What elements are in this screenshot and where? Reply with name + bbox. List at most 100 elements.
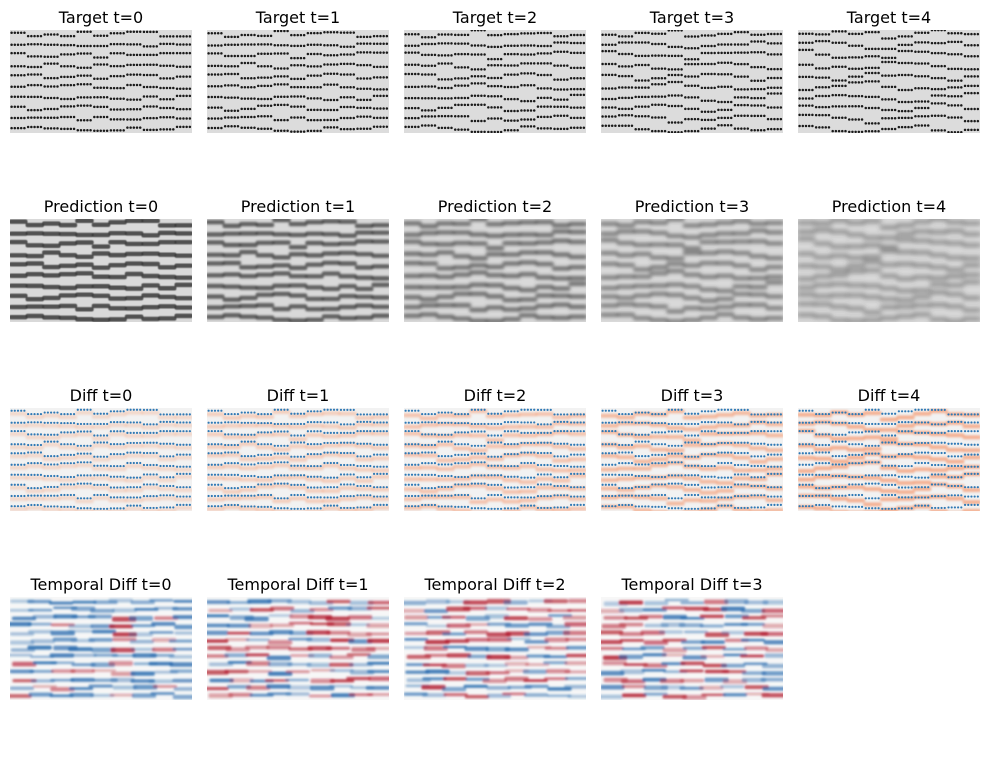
diff-dot <box>447 421 450 424</box>
diff-band <box>157 486 177 491</box>
particle-dot <box>773 76 776 80</box>
particle-dot <box>556 105 559 109</box>
particle-dot <box>53 62 56 65</box>
particle-dot <box>937 76 940 80</box>
diff-dot <box>352 431 355 434</box>
diff-dot <box>122 410 125 413</box>
particle-dot <box>476 30 480 32</box>
particle-dot <box>804 41 808 44</box>
prediction-band <box>879 273 899 279</box>
particle-dot <box>309 31 313 35</box>
particle-dot <box>10 43 13 46</box>
diff-dot <box>339 506 343 510</box>
prediction-band <box>124 295 144 301</box>
diff-band <box>419 453 439 458</box>
prediction-band <box>239 242 258 248</box>
particle-dot <box>562 35 566 38</box>
particle-dot <box>976 75 980 78</box>
particle-dot <box>746 127 750 130</box>
particle-dot <box>250 77 253 80</box>
particle-dot <box>890 85 894 89</box>
diff-dot <box>303 507 306 510</box>
diff-band <box>568 496 586 501</box>
particle-dot <box>627 41 630 44</box>
prediction-band <box>846 263 866 268</box>
diff-dot <box>135 408 139 411</box>
diff-dot <box>33 433 36 436</box>
particle-dot <box>53 116 56 119</box>
diff-dot <box>56 474 59 478</box>
particle-dot <box>273 129 277 133</box>
prediction-band <box>222 297 242 302</box>
diff-dot <box>20 463 23 466</box>
diff-dot <box>56 463 59 466</box>
diff-dot <box>500 441 503 444</box>
particle-dot <box>950 67 953 71</box>
prediction-band <box>601 303 619 308</box>
diff-dot <box>352 473 355 476</box>
diff-dot <box>273 482 276 485</box>
prediction-band <box>338 241 357 246</box>
particle-dot <box>447 114 450 118</box>
diff-dot <box>460 413 463 416</box>
prediction-band <box>354 223 374 229</box>
particle-dot <box>424 42 427 46</box>
diff-dot <box>410 421 414 424</box>
particle-dot <box>46 62 50 65</box>
diff-dot <box>46 505 49 508</box>
prediction-band <box>75 240 94 245</box>
diff-dot <box>165 442 169 445</box>
diff-dot <box>116 475 119 478</box>
prediction-band <box>124 306 144 311</box>
diff-dot <box>257 413 260 416</box>
diff-band <box>371 496 389 501</box>
diff-dot <box>433 412 437 416</box>
particle-dot <box>379 76 382 79</box>
particle-dot <box>319 118 322 122</box>
particle-dot <box>667 80 671 84</box>
particle-dot <box>349 116 352 120</box>
diff-dot <box>30 451 33 454</box>
particle-dot <box>943 51 947 55</box>
particle-dot <box>604 87 608 90</box>
diff-dot <box>10 452 13 455</box>
diff-dot <box>236 451 240 454</box>
diff-dot <box>230 503 233 507</box>
particle-dot <box>923 100 927 103</box>
diff-band <box>174 474 192 479</box>
particle-dot <box>582 116 586 120</box>
particle-dot <box>582 126 586 129</box>
particle-dot <box>893 108 897 112</box>
diff-dot <box>89 444 92 447</box>
particle-dot <box>236 116 240 119</box>
particle-dot <box>236 72 240 76</box>
diff-dot <box>276 430 280 433</box>
particle-dot <box>841 56 844 60</box>
particle-dot <box>640 95 644 99</box>
particle-dot <box>814 126 818 129</box>
particle-dot <box>824 53 827 56</box>
particle-dot <box>293 85 296 89</box>
particle-dot <box>165 35 169 38</box>
particle-dot <box>260 114 263 118</box>
diff-band <box>272 455 291 460</box>
particle-dot <box>874 129 877 133</box>
diff-dot <box>185 443 188 446</box>
particle-dot <box>273 44 277 47</box>
diff-band <box>239 435 258 439</box>
diff-band <box>338 425 357 430</box>
particle-dot <box>424 36 427 39</box>
particle-dot <box>105 44 109 48</box>
particle-dot <box>168 77 172 80</box>
particle-dot <box>753 33 756 36</box>
diff-dot <box>332 421 336 424</box>
particle-dot <box>185 75 188 78</box>
prediction-band <box>879 296 899 302</box>
particle-dot <box>299 116 303 119</box>
diff-dot <box>175 503 179 506</box>
particle-dot <box>59 127 63 131</box>
particle-dot <box>617 41 621 44</box>
particle-dot <box>821 76 824 79</box>
particle-dot <box>332 31 336 34</box>
prediction-band <box>765 315 783 321</box>
